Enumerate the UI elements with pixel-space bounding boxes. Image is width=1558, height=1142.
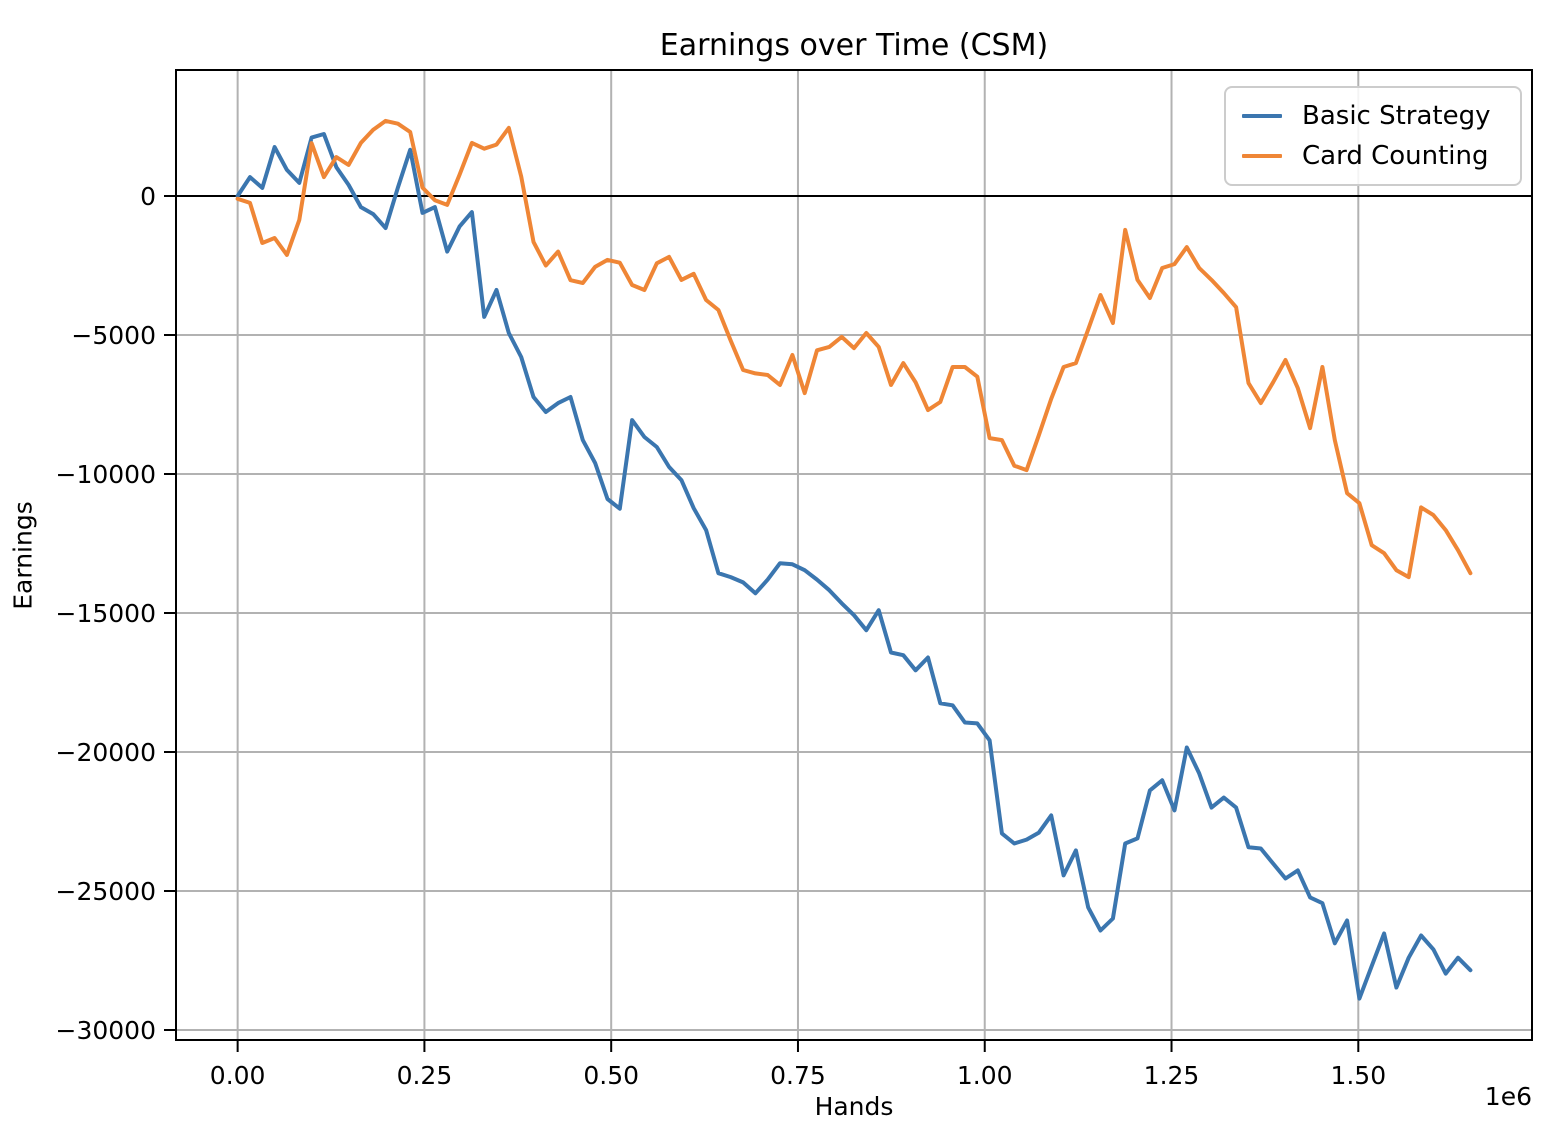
y-tick-label: −30000 [56, 1016, 156, 1045]
legend-item-card-counting: Card Counting [1226, 141, 1520, 171]
x-tick-label: 0.25 [397, 1061, 453, 1090]
y-tick-label: −5000 [71, 321, 156, 350]
axes-spines [175, 69, 1533, 1041]
legend-label-card-counting: Card Counting [1302, 140, 1489, 171]
legend-item-basic-strategy: Basic Strategy [1226, 101, 1520, 131]
axes-background [176, 70, 1532, 1040]
series-line-card-counting [235, 118, 1473, 580]
x-axis-label: Hands [814, 1092, 894, 1121]
series-line-basic-strategy [235, 132, 1473, 1001]
x-axis-offset-label: 1e6 [1484, 1082, 1532, 1111]
legend-swatch-basic-strategy [1242, 114, 1282, 119]
x-tick-label: 0.50 [583, 1061, 639, 1090]
y-axis-label: Earnings [8, 501, 38, 610]
chart-title: Earnings over Time (CSM) [659, 28, 1049, 63]
y-tick-label: −20000 [56, 738, 156, 767]
x-tick-label: 0.75 [770, 1061, 826, 1090]
legend-label-basic-strategy: Basic Strategy [1302, 101, 1491, 132]
x-tick-label: 1.00 [957, 1061, 1013, 1090]
y-tick-label: −10000 [56, 460, 156, 489]
legend-swatch-card-counting [1242, 153, 1282, 158]
x-tick-label: 0.00 [210, 1061, 266, 1090]
y-tick-label: 0 [140, 182, 156, 211]
y-tick-label: −15000 [56, 599, 156, 628]
y-tick-label: −25000 [56, 877, 156, 906]
legend: Basic Strategy Card Counting [1224, 86, 1522, 186]
x-tick-label: 1.50 [1330, 1061, 1386, 1090]
x-tick-label: 1.25 [1144, 1061, 1200, 1090]
